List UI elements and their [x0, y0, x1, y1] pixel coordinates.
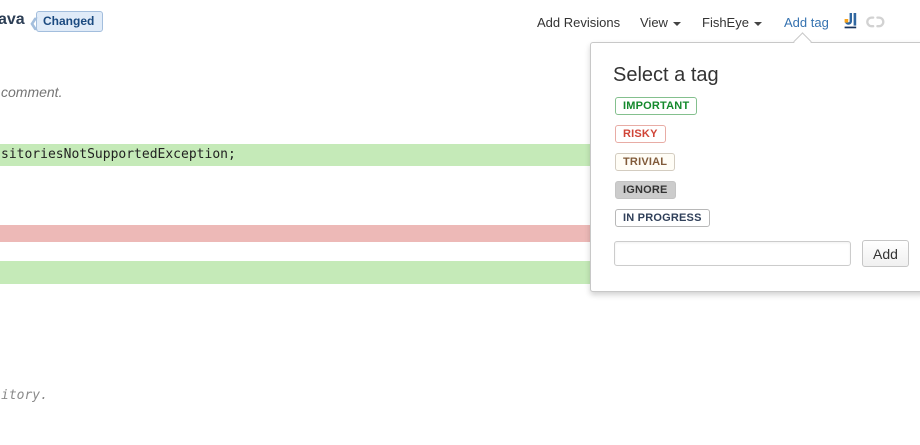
code-comment-fragment: itory. — [1, 388, 48, 403]
select-tag-popup: Select a tag IMPORTANT RISKY TRIVIAL IGNORE… — [590, 32, 920, 292]
popup-caret — [793, 32, 812, 51]
tag-option[interactable]: IMPORTANT — [615, 97, 698, 115]
add-tag-button[interactable]: Add tag — [784, 15, 829, 30]
jira-icon[interactable] — [842, 12, 859, 34]
changed-badge-label: Changed — [43, 14, 95, 28]
broken-link-icon[interactable] — [866, 15, 885, 33]
changed-status-badge: ❮ Changed — [29, 11, 104, 32]
code-text: sitoriesNotSupportedException; — [1, 147, 236, 162]
tag-option[interactable]: RISKY — [615, 125, 666, 143]
comment-text-fragment: comment. — [1, 84, 63, 100]
tag-option[interactable]: TRIVIAL — [615, 153, 676, 171]
popup-title: Select a tag — [613, 64, 719, 86]
add-revisions-button[interactable]: Add Revisions — [537, 15, 621, 30]
file-name-fragment: ava — [0, 11, 25, 28]
view-menu[interactable]: View — [640, 15, 681, 30]
tag-option[interactable]: IN PROGRESS — [615, 209, 710, 227]
chevron-down-icon — [672, 21, 681, 26]
tag-input[interactable] — [614, 241, 851, 266]
tag-list: IMPORTANT RISKY TRIVIAL IGNORE IN PROGRESS — [615, 97, 920, 227]
tag-option[interactable]: IGNORE — [615, 181, 676, 199]
chevron-down-icon — [753, 21, 762, 26]
add-tag-submit-button[interactable]: Add — [862, 240, 909, 267]
badge-chevron-icon: ❮ — [29, 16, 40, 30]
fisheye-menu[interactable]: FishEye — [702, 15, 762, 30]
add-tag-row: Add — [614, 240, 920, 267]
